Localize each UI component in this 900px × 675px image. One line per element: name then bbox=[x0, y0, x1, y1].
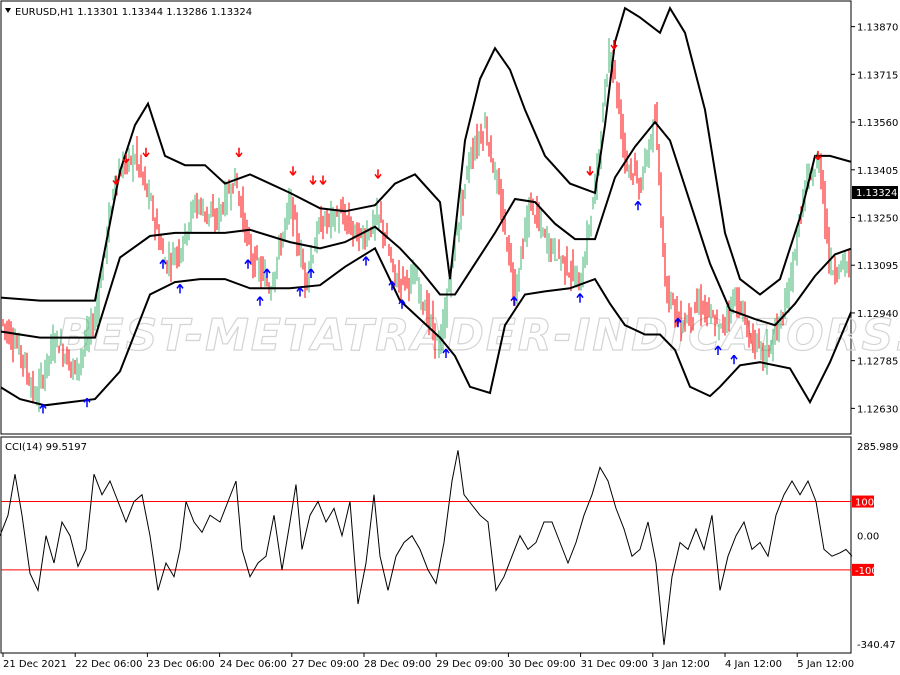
current-price-label: 1.13324 bbox=[856, 188, 897, 199]
time-tick-label: 5 Jan 12:00 bbox=[797, 659, 854, 670]
buy-arrow-icon bbox=[674, 317, 682, 328]
time-tick-label: 4 Jan 12:00 bbox=[725, 659, 782, 670]
time-tick-label: 3 Jan 12:00 bbox=[653, 659, 710, 670]
watermark: BEST-METATRADER-INDICATORS.COM bbox=[58, 310, 900, 361]
buy-arrow-icon bbox=[388, 280, 396, 291]
price-tick-label: 1.12785 bbox=[857, 357, 898, 368]
time-tick-label: 22 Dec 06:00 bbox=[75, 659, 142, 670]
sell-arrow-icon bbox=[122, 153, 130, 164]
cci-tick-label: 0.00 bbox=[857, 532, 879, 543]
buy-arrow-icon bbox=[39, 404, 47, 414]
sell-arrow-icon bbox=[814, 150, 822, 161]
cci-level-tag bbox=[852, 563, 874, 576]
cci-line bbox=[0, 450, 853, 646]
time-axis: 21 Dec 2021 22 Dec 06:00 23 Dec 06:00 24 De… bbox=[2, 653, 854, 670]
cci-level-tag bbox=[852, 495, 874, 508]
chart-header: EURUSD,H1 1.13301 1.13344 1.13286 1.1332… bbox=[15, 7, 252, 18]
buy-arrow-icon bbox=[576, 293, 584, 303]
price-tick-label: 1.13095 bbox=[857, 261, 898, 272]
buy-arrow-icon bbox=[244, 259, 252, 269]
upper-band-line bbox=[1, 5, 851, 302]
price-tick-label: 1.13405 bbox=[857, 166, 898, 177]
price-axis: 1.13870 1.13715 1.13560 1.13405 1.13250 1.130… bbox=[851, 23, 898, 415]
cci-panel-frame bbox=[0, 436, 852, 654]
sell-arrow-icon bbox=[374, 169, 382, 179]
sell-arrow-icon bbox=[142, 147, 150, 158]
time-tick-label: 29 Dec 09:00 bbox=[436, 659, 503, 670]
time-tick-label: 28 Dec 09:00 bbox=[364, 659, 431, 670]
buy-arrow-icon bbox=[176, 283, 184, 294]
price-tick-label: 1.12940 bbox=[857, 309, 898, 320]
price-tick-label: 1.13250 bbox=[857, 214, 898, 225]
main-panel-frame bbox=[0, 0, 852, 435]
price-tick-label: 1.13560 bbox=[857, 118, 898, 129]
buy-arrow-icon bbox=[256, 296, 264, 306]
time-tick-label: 27 Dec 09:00 bbox=[292, 659, 359, 670]
current-price-tag bbox=[852, 186, 898, 199]
time-tick-label: 21 Dec 2021 bbox=[3, 659, 67, 670]
cci-tick-label: 285.989 bbox=[857, 442, 898, 453]
time-tick-label: 30 Dec 09:00 bbox=[508, 659, 575, 670]
price-tick-label: 1.13715 bbox=[857, 70, 898, 81]
buy-arrow-icon bbox=[634, 200, 642, 211]
sell-arrow-icon bbox=[610, 40, 618, 50]
buy-arrow-icon bbox=[263, 268, 271, 278]
time-tick-label: 31 Dec 09:00 bbox=[581, 659, 648, 670]
lower-band-line bbox=[1, 246, 851, 407]
buy-arrow-icon bbox=[296, 287, 304, 297]
sell-arrow-icon bbox=[112, 175, 120, 185]
price-tick-label: 1.13870 bbox=[857, 23, 898, 34]
buy-arrow-icon bbox=[362, 256, 370, 266]
buy-arrow-icon bbox=[714, 345, 722, 355]
cci-level-label: 100 bbox=[855, 498, 874, 509]
buy-arrow-icon bbox=[83, 397, 91, 408]
sell-arrow-icon bbox=[586, 166, 594, 176]
signal-arrows bbox=[39, 40, 822, 414]
buy-arrow-icon bbox=[730, 354, 738, 365]
buy-arrow-icon bbox=[510, 296, 518, 306]
cci-tick-label: -340.47 bbox=[857, 640, 896, 651]
buy-arrow-icon bbox=[442, 348, 450, 359]
cci-title: CCI(14) 99.5197 bbox=[5, 442, 87, 453]
buy-arrow-icon bbox=[307, 268, 315, 278]
middle-band-line bbox=[1, 120, 851, 339]
price-tick-label: 1.12630 bbox=[857, 404, 898, 415]
bollinger-bands bbox=[1, 5, 851, 407]
sell-arrow-icon bbox=[309, 175, 317, 185]
sell-arrow-icon bbox=[319, 175, 327, 185]
triangle-down-icon[interactable] bbox=[5, 8, 11, 13]
buy-arrow-icon bbox=[398, 299, 406, 309]
cci-level-label: -100 bbox=[855, 566, 878, 577]
buy-arrow-icon bbox=[159, 259, 167, 269]
time-tick-label: 23 Dec 06:00 bbox=[147, 659, 214, 670]
cci-plot: 100 -100 285.989 0.00 -340.47 bbox=[0, 442, 898, 651]
sell-arrow-icon bbox=[235, 147, 243, 158]
time-tick-label: 24 Dec 06:00 bbox=[220, 659, 287, 670]
sell-arrow-icon bbox=[289, 166, 297, 176]
